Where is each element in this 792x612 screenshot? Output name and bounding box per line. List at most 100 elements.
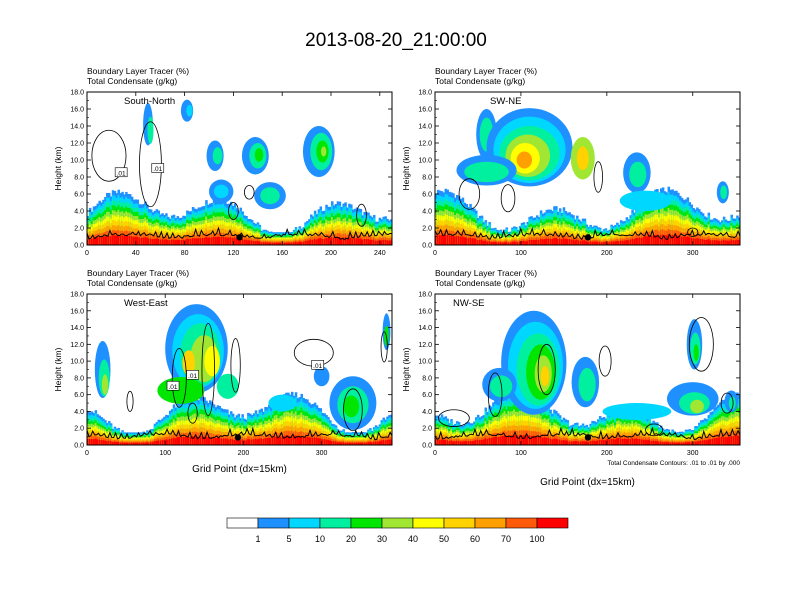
band-cell (163, 239, 166, 245)
band-cell (332, 441, 336, 445)
tracer-plume (720, 185, 728, 200)
contour-line (91, 129, 127, 182)
band-cell (719, 240, 722, 245)
band-cell (442, 235, 446, 245)
band-cell (111, 442, 115, 445)
band-cell (327, 439, 330, 445)
band-cell (102, 440, 105, 445)
band-cell (142, 442, 145, 445)
band-cell (720, 240, 724, 245)
band-cell (148, 442, 151, 445)
band-cell (537, 239, 541, 245)
x-tick-label: 0 (433, 250, 437, 257)
band-cell (319, 438, 323, 445)
band-cell (315, 437, 319, 445)
band-cell (334, 441, 338, 445)
x-axis: 0 40 80 120 160 200 240 (85, 92, 386, 257)
band-cell (376, 441, 380, 445)
band-cell (340, 442, 344, 445)
band-cell (734, 240, 737, 245)
band-cell (249, 240, 252, 245)
tracer-plume (464, 161, 509, 183)
band-cell (159, 239, 162, 245)
band-cell (115, 235, 119, 245)
contour-label: .01 (153, 166, 162, 173)
band-cell (189, 436, 193, 445)
band-cell (650, 235, 653, 245)
band-cell (138, 442, 141, 445)
band-cell (522, 240, 526, 245)
band-cell (209, 436, 212, 445)
band-cell (243, 440, 246, 445)
band-cell (214, 237, 218, 245)
band-cell (247, 439, 250, 445)
band-cell (637, 237, 640, 245)
band-cell (543, 239, 547, 245)
band-cell (136, 236, 140, 245)
band-cell (707, 239, 711, 245)
band-cell (121, 442, 124, 445)
band-cell (353, 238, 357, 245)
band-cell (98, 236, 101, 245)
band-cell (652, 235, 655, 245)
y-tick-label: 12.0 (418, 141, 432, 148)
band-cell (182, 239, 185, 245)
contour-line (228, 202, 239, 220)
contour-line (687, 227, 699, 237)
band-cell (509, 242, 512, 245)
band-cell (220, 236, 223, 245)
band-cell (736, 239, 739, 245)
band-cell (224, 237, 227, 245)
band-cell (642, 236, 646, 245)
x-tick-label: 80 (181, 250, 189, 257)
band-cell (87, 239, 90, 245)
band-cell (125, 442, 128, 445)
band-cell (369, 239, 372, 245)
band-cell (245, 239, 248, 245)
band-cell (290, 242, 294, 245)
band-cell (281, 436, 284, 445)
band-cell (363, 239, 366, 245)
band-cell (325, 237, 328, 245)
band-cell (290, 435, 294, 445)
band-cell (287, 242, 290, 245)
band-cell (545, 238, 549, 245)
band-cell (228, 237, 231, 245)
band-cell (292, 242, 296, 245)
y-tick-label: 10.0 (70, 158, 84, 165)
band-cell (170, 438, 174, 445)
band-cell (436, 234, 440, 245)
x-tick-label: 200 (601, 250, 613, 257)
band-cell (195, 238, 199, 245)
band-cell (572, 239, 575, 245)
band-cell (210, 237, 214, 245)
band-cell (100, 237, 103, 245)
band-cell (619, 240, 623, 245)
band-cell (127, 235, 130, 245)
tracer-plume (254, 148, 264, 162)
band-cell (703, 239, 707, 245)
band-cell (516, 242, 520, 245)
x-tick-label: 40 (132, 250, 140, 257)
band-cell (730, 239, 733, 245)
band-cell (568, 239, 571, 245)
band-cell (372, 239, 376, 245)
band-cell (612, 241, 615, 245)
contour-label: .01 (117, 170, 126, 177)
band-cell (722, 239, 726, 245)
tracer-plume (213, 184, 229, 199)
tracer-plume (619, 190, 672, 211)
panel-west-east: .01.01.010.02.04.06.08.010.012.014.016.0… (53, 268, 393, 475)
band-cell (132, 236, 136, 245)
band-cell (382, 239, 385, 245)
y-tick-label: 16.0 (418, 107, 432, 114)
band-cell (380, 440, 384, 445)
band-cell (323, 439, 326, 445)
band-cell (351, 238, 355, 245)
band-cell (155, 440, 159, 445)
band-cell (296, 436, 300, 445)
band-cell (128, 442, 132, 445)
band-cell (528, 239, 531, 245)
band-cell (90, 238, 94, 245)
band-cell (203, 237, 206, 245)
